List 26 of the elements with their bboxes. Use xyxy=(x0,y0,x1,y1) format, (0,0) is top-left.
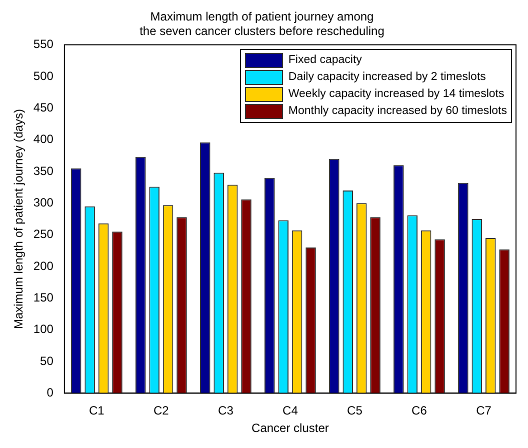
x-axis-title: Cancer cluster xyxy=(252,421,329,436)
legend-label: Monthly capacity increased by 60 timeslots xyxy=(288,105,507,118)
chart-title: Maximum length of patient journey among the seven cancer clusters before rescheduling xyxy=(140,10,384,38)
x-tick-label: C2 xyxy=(154,404,170,418)
x-tick-label: C5 xyxy=(347,404,363,418)
legend-label: Daily capacity increased by 2 timeslots xyxy=(288,71,486,84)
legend-label: Weekly capacity increased by 14 timeslots xyxy=(288,88,504,100)
y-tick-label: 500 xyxy=(33,68,54,83)
y-tick-label: 150 xyxy=(33,290,54,304)
y-tick-label: 550 xyxy=(33,37,54,52)
y-tick-label: 0 xyxy=(46,386,54,400)
y-tick-label: 450 xyxy=(33,100,54,114)
x-tick-label: C3 xyxy=(218,404,234,418)
y-tick-label: 200 xyxy=(33,258,54,273)
y-tick-label: 300 xyxy=(33,195,54,210)
x-tick-label: C1 xyxy=(89,404,105,418)
x-tick-label: C4 xyxy=(282,404,298,418)
x-tick-label: C6 xyxy=(412,404,428,418)
y-tick-label: 350 xyxy=(33,164,54,178)
legend-label: Fixed capacity xyxy=(288,54,362,66)
y-tick-label: 100 xyxy=(33,322,54,336)
y-tick-label: 50 xyxy=(40,354,54,368)
x-tick-label: C7 xyxy=(476,404,492,418)
y-tick-label: 250 xyxy=(33,227,54,242)
y-tick-label: 400 xyxy=(33,132,54,146)
y-axis-title: Maximum length of patient journey (days) xyxy=(12,108,26,330)
